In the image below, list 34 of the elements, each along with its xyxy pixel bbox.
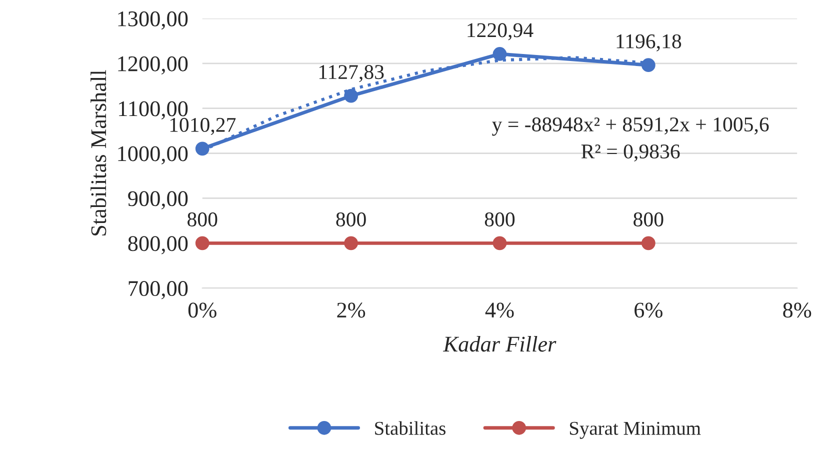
point (641, 236, 656, 250)
data-label: 1010,27 (170, 118, 236, 135)
legend-label: Syarat Minimum (570, 422, 701, 439)
data-label: 800 (634, 212, 664, 226)
data-label: 800 (336, 212, 366, 226)
y-tick-label: 1100,00 (119, 101, 188, 120)
annotation: R² = 0,9836 (581, 144, 680, 162)
data-label: 1196,18 (616, 34, 682, 52)
point (195, 236, 210, 250)
data-label: 1127,83 (319, 65, 384, 82)
point (344, 236, 358, 250)
y-tick-label: 1000,00 (118, 146, 188, 164)
y-tick-label: 800,00 (128, 236, 188, 254)
y-tick-label: 700,00 (128, 281, 188, 300)
x-tick-label: 2% (337, 302, 366, 318)
legend-label: Stabilitas (375, 421, 446, 435)
x-tick-label: 8% (783, 302, 812, 318)
y-tick-label: 1200,00 (118, 56, 188, 75)
data-label: 800 (188, 212, 218, 226)
y-tick-label: 900,00 (128, 191, 188, 210)
data-label: 800 (484, 212, 515, 226)
point (641, 58, 656, 72)
point (492, 236, 507, 250)
x-tick-label: 6% (634, 302, 662, 318)
x-tick-label: 0% (188, 302, 216, 318)
x-tick-label: 4% (485, 302, 514, 318)
annotation: y = -88948x² + 8591,2x + 1005,6 (492, 117, 769, 136)
y-tick-label: 1300,00 (118, 11, 188, 30)
y-axis-title: Stabilitas Marshall (90, 70, 106, 236)
x-axis-title: Kadar Filler (442, 336, 556, 352)
data-label: 1220,94 (468, 23, 534, 40)
point (344, 88, 358, 103)
point (195, 142, 210, 156)
point (492, 47, 507, 61)
